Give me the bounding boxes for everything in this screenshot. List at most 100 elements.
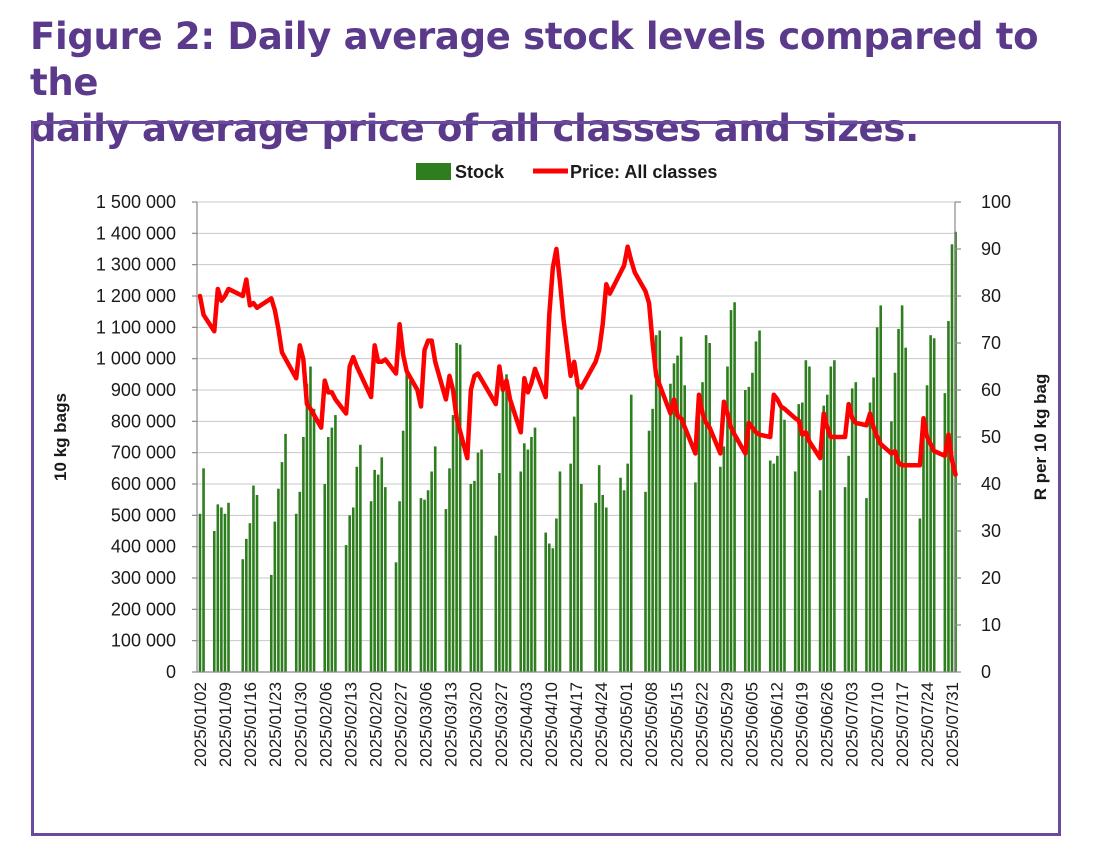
stock-bar	[722, 446, 726, 672]
stock-bar	[719, 466, 722, 672]
stock-bar	[498, 473, 501, 672]
stock-bar	[248, 523, 252, 672]
stock-bar	[697, 415, 701, 672]
x-axis-tick-label: 2025/07/10	[868, 682, 887, 767]
right-axis-tick-label: 30	[981, 521, 1001, 541]
stock-bar	[551, 548, 555, 672]
stock-bar	[572, 416, 576, 672]
stock-bar	[334, 415, 337, 672]
stock-bar	[893, 372, 897, 672]
stock-bar	[305, 383, 309, 672]
stock-bar	[223, 513, 227, 672]
stock-bar	[776, 455, 779, 672]
stock-bar	[423, 499, 426, 672]
stock-bar	[344, 545, 348, 672]
x-axis-tick-label: 2025/04/03	[517, 682, 536, 767]
stock-bar	[868, 402, 872, 672]
stock-bar	[644, 491, 647, 672]
stock-bar	[330, 427, 334, 672]
stock-bar	[451, 415, 455, 672]
stock-bar	[825, 394, 829, 672]
x-axis-tick-label: 2025/02/20	[366, 682, 385, 767]
left-axis-tick-label: 300 000	[111, 568, 176, 588]
stock-bar	[302, 437, 305, 672]
x-axis-tick-label: 2025/05/01	[617, 682, 636, 767]
stock-bar	[501, 390, 505, 672]
x-axis-tick-label: 2025/05/15	[667, 682, 686, 767]
stock-bar	[212, 531, 216, 672]
stock-bar	[626, 463, 629, 672]
x-axis-tick-label: 2025/01/02	[191, 682, 210, 767]
right-axis-title: R per 10 kg bag	[1031, 374, 1050, 501]
stock-bar	[768, 460, 772, 672]
stock-bar	[875, 327, 879, 672]
stock-bar	[704, 335, 708, 672]
stock-bar	[433, 446, 437, 672]
left-axis-tick-label: 900 000	[111, 380, 176, 400]
stock-bar	[458, 344, 462, 672]
stock-bar	[351, 507, 355, 672]
stock-bar	[733, 302, 736, 672]
stock-bar	[808, 366, 811, 672]
stock-bar	[277, 488, 280, 672]
stock-bar	[398, 501, 401, 672]
stock-bar	[701, 382, 704, 672]
stock-bar	[850, 388, 854, 672]
stock-bar	[519, 471, 523, 672]
stock-bar	[202, 468, 205, 672]
stock-bar	[879, 305, 883, 672]
x-axis-tick-label: 2025/03/20	[467, 682, 486, 767]
stock-bar	[747, 386, 751, 672]
x-axis-tick-label: 2025/04/17	[567, 682, 586, 767]
x-axis-tick-label: 2025/01/23	[266, 682, 285, 767]
stock-bar	[533, 427, 537, 672]
x-axis-tick-label: 2025/04/10	[542, 682, 561, 767]
left-axis-tick-label: 700 000	[111, 443, 176, 463]
stock-bar	[348, 515, 351, 672]
stock-bar	[473, 480, 476, 672]
stock-bar	[772, 463, 776, 672]
right-axis-tick-label: 0	[981, 662, 991, 682]
stock-bar	[426, 490, 430, 672]
stock-bar	[822, 405, 825, 672]
x-axis-tick-label: 2025/05/22	[692, 682, 711, 767]
stock-bar	[273, 521, 277, 672]
stock-bar	[890, 421, 893, 672]
stock-bar	[547, 543, 551, 672]
stock-bar	[629, 394, 633, 672]
legend-stock-swatch	[416, 163, 451, 180]
stock-bar	[758, 330, 761, 672]
stock-bar	[241, 559, 245, 672]
axes	[192, 201, 961, 673]
stock-bar	[544, 532, 548, 672]
x-axis-tick-label: 2025/07/24	[918, 682, 937, 767]
stock-bar	[380, 457, 384, 672]
x-axis-tick-label: 2025/06/19	[793, 682, 812, 767]
stock-bar	[925, 385, 929, 672]
stock-bar	[793, 471, 797, 672]
stock-bar	[900, 305, 904, 672]
figure-title-line-1: Figure 2: Daily average stock levels com…	[30, 15, 1039, 104]
stock-bar	[430, 471, 433, 672]
stock-bar	[284, 433, 287, 672]
x-axis-tick-label: 2025/07/31	[943, 682, 962, 767]
stock-bar	[865, 498, 868, 672]
right-axis-tick-label: 70	[981, 333, 1001, 353]
stock-bar	[801, 402, 804, 672]
x-axis-tick-label: 2025/03/27	[492, 682, 511, 767]
stock-bar	[252, 485, 255, 672]
stock-bar	[804, 360, 808, 672]
stock-bar	[843, 487, 847, 672]
right-axis-tick-labels: 0 10 20 30 40 50 60 70 80 90 100	[981, 192, 1011, 682]
left-axis-tick-label: 500 000	[111, 505, 176, 525]
left-axis-tick-label: 1 100 000	[96, 317, 176, 337]
right-axis-tick-label: 80	[981, 286, 1001, 306]
stock-bar	[726, 366, 729, 672]
stock-bar	[444, 509, 448, 672]
stock-bar	[783, 419, 786, 672]
x-axis-tick-label: 2025/06/12	[768, 682, 787, 767]
x-axis-tick-label: 2025/05/29	[717, 682, 736, 767]
stock-bar	[298, 491, 302, 672]
stock-bar	[220, 507, 223, 672]
